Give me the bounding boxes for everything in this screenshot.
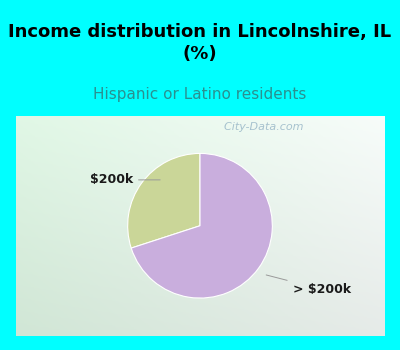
Wedge shape bbox=[128, 153, 200, 248]
Text: City-Data.com: City-Data.com bbox=[217, 122, 304, 132]
Text: Hispanic or Latino residents: Hispanic or Latino residents bbox=[93, 87, 307, 101]
Text: $200k: $200k bbox=[90, 173, 160, 187]
Wedge shape bbox=[131, 153, 272, 298]
Text: Income distribution in Lincolnshire, IL
(%): Income distribution in Lincolnshire, IL … bbox=[8, 23, 392, 63]
Text: > $200k: > $200k bbox=[266, 275, 351, 296]
